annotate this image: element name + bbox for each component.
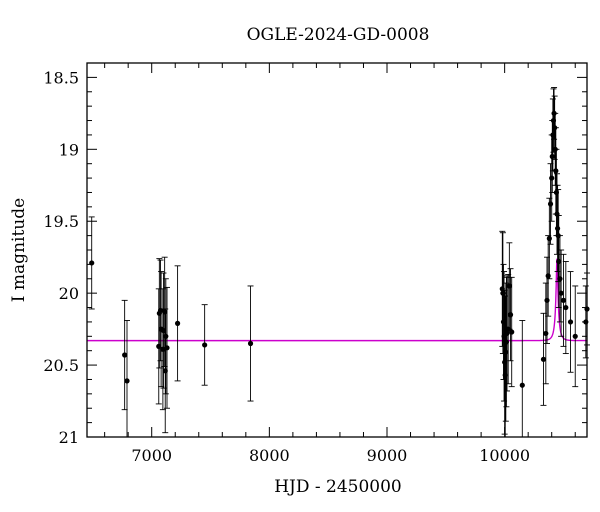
data-point: [162, 368, 168, 374]
data-point: [553, 168, 559, 174]
data-point: [162, 309, 168, 315]
data-point: [547, 201, 554, 207]
data-point: [549, 175, 555, 181]
y-tick-label: 20: [59, 284, 79, 303]
data-point: [160, 346, 166, 352]
data-point: [544, 297, 550, 303]
data-points-layer: [88, 87, 590, 438]
x-axis: 7000 8000 9000 10000: [104, 63, 576, 465]
y-tick-label: 19: [59, 140, 79, 159]
data-point: [247, 340, 254, 347]
data-point: [156, 343, 162, 349]
data-point: [572, 333, 578, 339]
data-point: [509, 329, 515, 335]
data-point: [557, 276, 563, 282]
data-point: [556, 258, 562, 265]
x-tick-label: 8000: [249, 446, 290, 465]
data-point: [563, 304, 569, 311]
data-point: [124, 378, 130, 384]
data-point: [554, 225, 561, 232]
data-point: [549, 153, 555, 160]
data-point: [163, 333, 169, 339]
data-point: [503, 339, 510, 345]
y-axis: 18.5 19 19.5 20 20.5 21: [43, 62, 587, 447]
data-point: [122, 352, 128, 358]
y-tick-label: 18.5: [43, 68, 79, 87]
x-axis-label: HJD - 2450000: [274, 477, 402, 497]
x-tick-label: 9000: [367, 446, 408, 465]
chart-title: OGLE-2024-GD-0008: [247, 25, 430, 45]
data-point: [558, 290, 564, 296]
y-tick-label: 19.5: [43, 212, 79, 231]
x-tick-label: 10000: [479, 446, 530, 465]
data-point: [174, 320, 181, 326]
data-point: [164, 345, 170, 351]
y-tick-label: 20.5: [43, 356, 79, 375]
data-point: [540, 356, 547, 362]
data-point: [546, 235, 552, 242]
y-tick-label: 21: [59, 428, 79, 447]
data-point: [567, 319, 574, 325]
data-point: [202, 342, 208, 348]
y-axis-label: I magnitude: [9, 198, 29, 302]
data-point: [507, 312, 514, 318]
data-point: [503, 349, 509, 355]
data-point: [157, 307, 164, 314]
data-point: [560, 297, 567, 303]
x-tick-label: 7000: [131, 446, 172, 465]
data-point: [506, 283, 512, 289]
data-point: [545, 273, 551, 279]
data-point: [519, 382, 525, 388]
data-point: [543, 330, 549, 337]
